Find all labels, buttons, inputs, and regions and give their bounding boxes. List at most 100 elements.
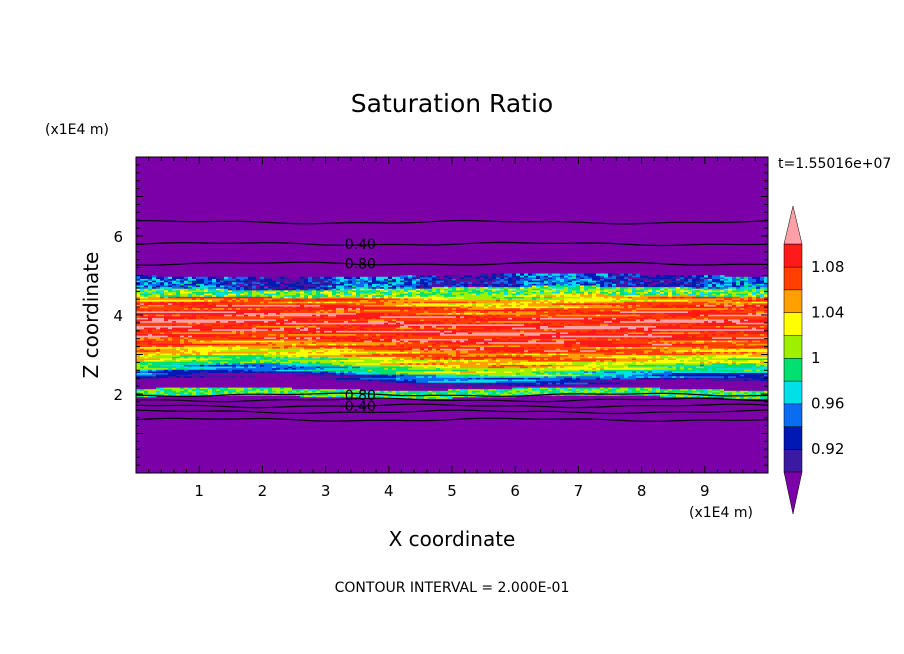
field-cell	[596, 383, 601, 386]
field-cell	[576, 380, 581, 383]
field-cell	[676, 362, 681, 365]
field-cell	[196, 356, 201, 359]
field-cell	[468, 367, 473, 370]
field-cell	[372, 377, 377, 380]
field-cell	[420, 365, 425, 369]
field-cell	[372, 352, 377, 356]
field-cell	[624, 346, 629, 349]
field-cell	[392, 386, 397, 390]
field-cell	[524, 359, 529, 362]
field-cell	[640, 390, 645, 393]
field-cell	[272, 349, 277, 352]
field-cell	[380, 367, 385, 370]
field-cell	[680, 370, 685, 373]
field-cell	[396, 391, 401, 395]
field-cell	[188, 390, 193, 393]
field-cell	[156, 388, 161, 391]
field-cell	[216, 352, 221, 356]
field-cell	[164, 377, 169, 380]
field-cell	[436, 354, 441, 357]
field-cell	[612, 391, 617, 395]
field-cell	[396, 372, 401, 375]
field-cell	[676, 346, 681, 349]
field-cell	[580, 385, 585, 388]
field-cell	[744, 383, 749, 386]
field-cell	[340, 352, 345, 356]
field-cell	[700, 349, 705, 352]
field-cell	[464, 344, 469, 348]
field-cell	[564, 359, 569, 362]
field-cell	[640, 346, 645, 349]
field-cell	[296, 352, 301, 356]
field-cell	[736, 386, 741, 390]
field-cell	[228, 380, 233, 383]
field-cell	[540, 378, 545, 382]
field-cell	[312, 346, 317, 349]
field-cell	[156, 393, 161, 396]
field-cell	[760, 354, 765, 357]
field-cell	[688, 357, 693, 361]
field-cell	[416, 359, 421, 362]
field-cell	[700, 362, 705, 365]
field-cell	[760, 390, 765, 393]
field-cell	[440, 395, 445, 398]
field-cell	[476, 380, 481, 383]
field-cell	[232, 375, 237, 378]
field-cell	[224, 349, 229, 352]
field-cell	[704, 356, 709, 359]
field-cell	[172, 365, 177, 369]
field-cell	[548, 383, 553, 386]
field-cell	[744, 351, 749, 354]
field-cell	[348, 385, 353, 388]
field-cell	[524, 370, 529, 373]
field-cell	[208, 390, 213, 393]
field-cell	[440, 391, 445, 395]
field-cell	[360, 362, 365, 365]
field-cell	[644, 388, 649, 391]
field-cell	[484, 357, 489, 361]
field-cell	[444, 361, 449, 364]
field-cell	[140, 354, 145, 357]
field-cell	[764, 382, 768, 385]
field-cell	[232, 369, 237, 372]
field-cell	[696, 385, 701, 388]
field-cell	[588, 369, 593, 372]
field-cell	[492, 352, 497, 356]
field-cell	[460, 362, 465, 365]
field-cell	[248, 369, 253, 372]
field-cell	[676, 386, 681, 390]
field-cell	[660, 362, 665, 365]
field-cell	[168, 364, 173, 367]
field-cell	[380, 382, 385, 385]
field-cell	[632, 365, 637, 369]
field-cell	[156, 380, 161, 383]
field-cell	[220, 378, 225, 382]
field-cell	[304, 377, 309, 380]
field-cell	[608, 365, 613, 369]
field-cell	[540, 369, 545, 372]
field-cell	[140, 385, 145, 388]
field-cell	[140, 349, 145, 352]
field-cell	[292, 352, 297, 356]
field-cell	[580, 390, 585, 393]
field-cell	[256, 354, 261, 357]
field-cell	[292, 377, 297, 380]
field-cell	[336, 380, 341, 383]
field-cell	[636, 372, 641, 375]
field-cell	[252, 390, 257, 393]
field-cell	[624, 390, 629, 393]
field-cell	[496, 365, 501, 369]
field-cell	[308, 364, 313, 367]
field-cell	[460, 390, 465, 393]
field-cell	[368, 354, 373, 357]
field-cell	[616, 362, 621, 365]
field-cell	[172, 378, 177, 382]
field-cell	[192, 383, 197, 386]
field-cell	[232, 391, 237, 395]
field-cell	[620, 344, 625, 348]
field-cell	[676, 391, 681, 395]
field-cell	[332, 364, 337, 367]
field-cell	[516, 388, 521, 391]
field-cell	[252, 365, 257, 369]
field-cell	[292, 390, 297, 393]
